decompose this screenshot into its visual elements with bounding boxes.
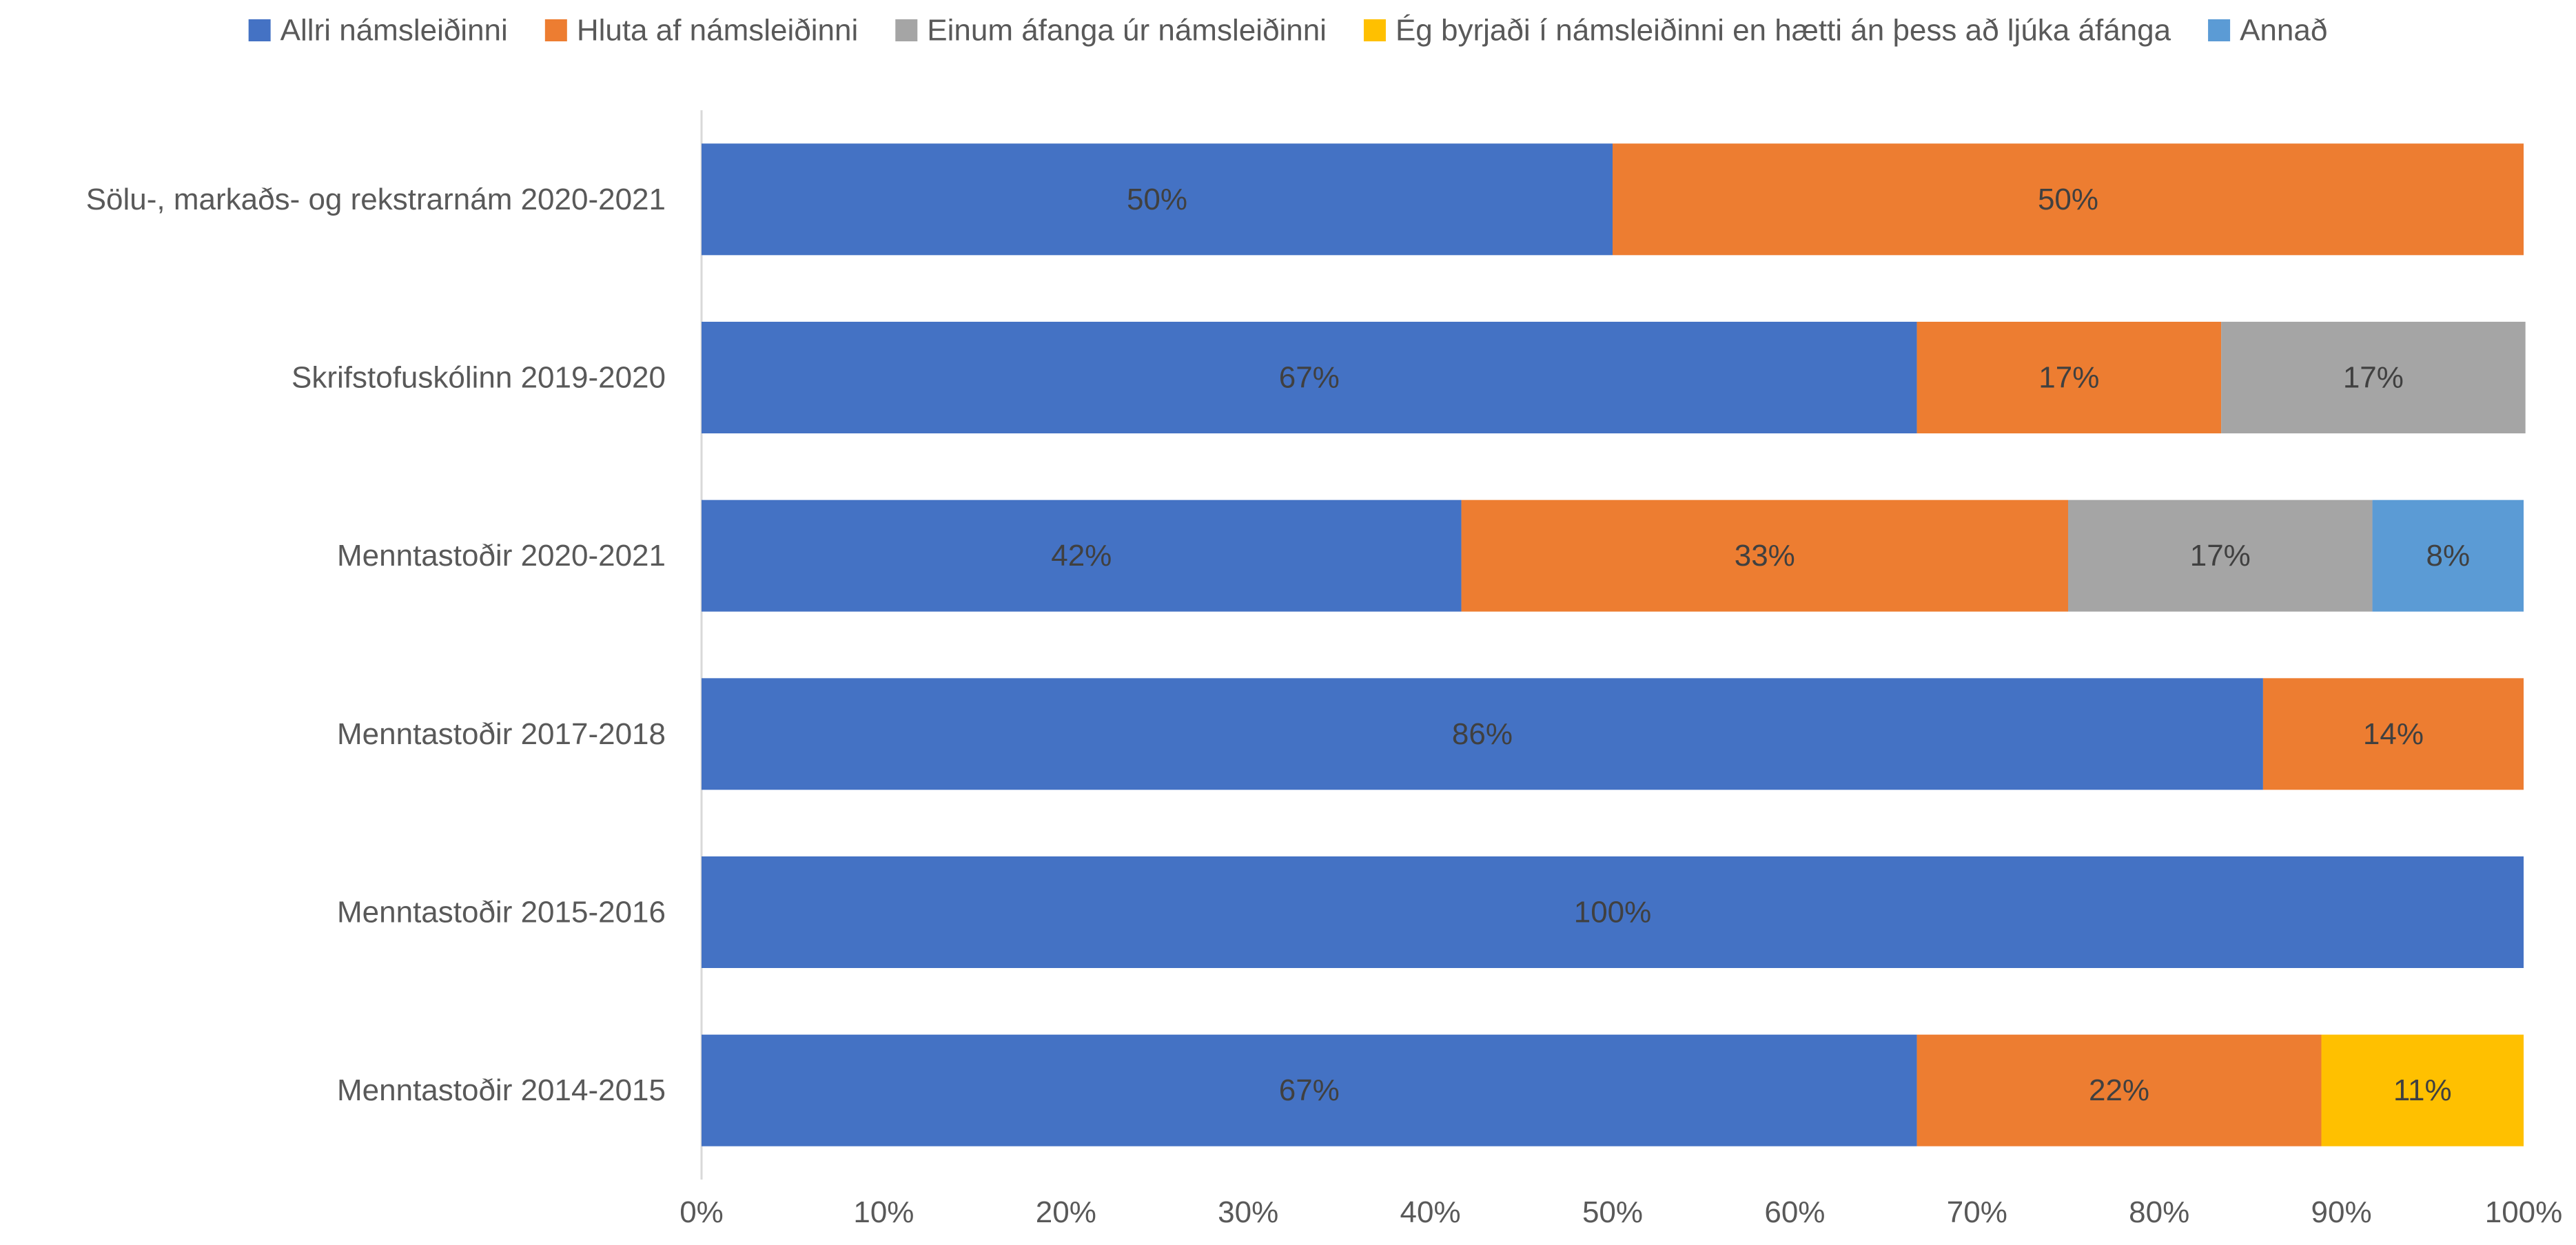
- x-tick-label: 50%: [1582, 1195, 1643, 1229]
- x-tick-label: 20%: [1036, 1195, 1096, 1229]
- x-tick-label: 10%: [853, 1195, 914, 1229]
- x-tick-label: 40%: [1400, 1195, 1461, 1229]
- legend-swatch: [544, 19, 567, 41]
- legend-label: Annað: [2240, 14, 2327, 48]
- data-label: 42%: [1051, 539, 1112, 573]
- legend-item-3: Einum áfanga úr námsleiðinni: [895, 14, 1327, 48]
- bar-segment-anna: [2372, 500, 2524, 612]
- legend-item-2: Hluta af námsleiðinni: [544, 14, 858, 48]
- axes: 0% 10% 20% 30% 40% 50% 60% 70% 80% 90% 100% Sölu-, …: [86, 110, 2563, 1229]
- bar-segment-einum-afanga-ur-namslei-inni: [2221, 322, 2526, 433]
- legend-label: Hluta af námsleiðinni: [577, 14, 858, 48]
- data-label: 67%: [1279, 361, 1340, 395]
- data-label: 50%: [1127, 183, 1187, 216]
- legend-label: Allri námsleiðinni: [280, 14, 508, 48]
- category-label: Menntastoðir 2015-2016: [337, 896, 666, 929]
- bar-segment-allri-namslei-inni: [702, 856, 2524, 968]
- legend-swatch: [895, 19, 918, 41]
- legend-label: Ég byrjaði í námsleiðinni en hætti án þe…: [1396, 14, 2171, 48]
- category-label: Sölu-, markaðs- og rekstrarnám 2020-2021: [86, 183, 666, 216]
- data-label: 17%: [2190, 539, 2251, 573]
- plot-area: [702, 143, 2526, 1146]
- data-label: 86%: [1452, 717, 1513, 751]
- data-label: 17%: [2038, 361, 2099, 395]
- data-label: 33%: [1735, 539, 1795, 573]
- x-tick-label: 70%: [1947, 1195, 2007, 1229]
- legend-item-1: Allri námsleiðinni: [248, 14, 508, 48]
- bar-segment-eg-byrja-i-i-namslei-inni-en-h-tti-an-ess-a-ljuka-afanga: [2321, 1034, 2524, 1146]
- data-label: 14%: [2363, 717, 2424, 751]
- category-label: Menntastoðir 2020-2021: [337, 539, 666, 573]
- x-tick-label: 0%: [679, 1195, 724, 1229]
- bar-segment-allri-namslei-inni: [702, 500, 1462, 612]
- data-labels: 50% 50% 67% 17% 17% 42% 33% 17% 8% 86% 14% 100% 67% 2…: [1051, 183, 2470, 1107]
- bar-segment-hluta-af-namslei-inni: [1916, 322, 2222, 433]
- data-label: 8%: [2426, 539, 2470, 573]
- bar-segment-allri-namslei-inni: [702, 1034, 1917, 1146]
- x-tick-label: 100%: [2485, 1195, 2563, 1229]
- x-tick-label: 60%: [1764, 1195, 1825, 1229]
- data-label: 50%: [2038, 183, 2098, 216]
- bar-segment-allri-namslei-inni: [702, 143, 1613, 256]
- legend-label: Einum áfanga úr námsleiðinni: [927, 14, 1327, 48]
- data-label: 100%: [1574, 896, 1652, 929]
- category-label: Menntastoðir 2017-2018: [337, 717, 666, 751]
- data-label: 22%: [2089, 1073, 2149, 1107]
- legend: Allri námsleiðinni Hluta af námsleiðinni E…: [248, 14, 2327, 48]
- x-tick-label: 90%: [2311, 1195, 2372, 1229]
- bar-segment-hluta-af-namslei-inni: [1461, 500, 2068, 612]
- x-tick-label: 80%: [2129, 1195, 2189, 1229]
- category-label: Skrifstofuskólinn 2019-2020: [292, 361, 666, 395]
- bar-segment-allri-namslei-inni: [702, 678, 2263, 790]
- x-tick-label: 30%: [1218, 1195, 1278, 1229]
- data-label: 67%: [1279, 1073, 1340, 1107]
- bar-segment-allri-namslei-inni: [702, 322, 1917, 433]
- bar-segment-hluta-af-namslei-inni: [1916, 1034, 2322, 1146]
- legend-swatch: [2208, 19, 2231, 41]
- bar-segment-hluta-af-namslei-inni: [2262, 678, 2524, 790]
- legend-item-5: Annað: [2208, 14, 2327, 48]
- bar-segment-hluta-af-namslei-inni: [1613, 143, 2524, 256]
- legend-swatch: [1363, 19, 1386, 41]
- legend-item-4: Ég byrjaði í námsleiðinni en hætti án þe…: [1363, 14, 2171, 48]
- category-label: Menntastoðir 2014-2015: [337, 1073, 666, 1107]
- legend-swatch: [248, 19, 271, 41]
- data-label: 17%: [2343, 361, 2404, 395]
- data-label: 11%: [2393, 1073, 2452, 1107]
- bar-segment-einum-afanga-ur-namslei-inni: [2068, 500, 2373, 612]
